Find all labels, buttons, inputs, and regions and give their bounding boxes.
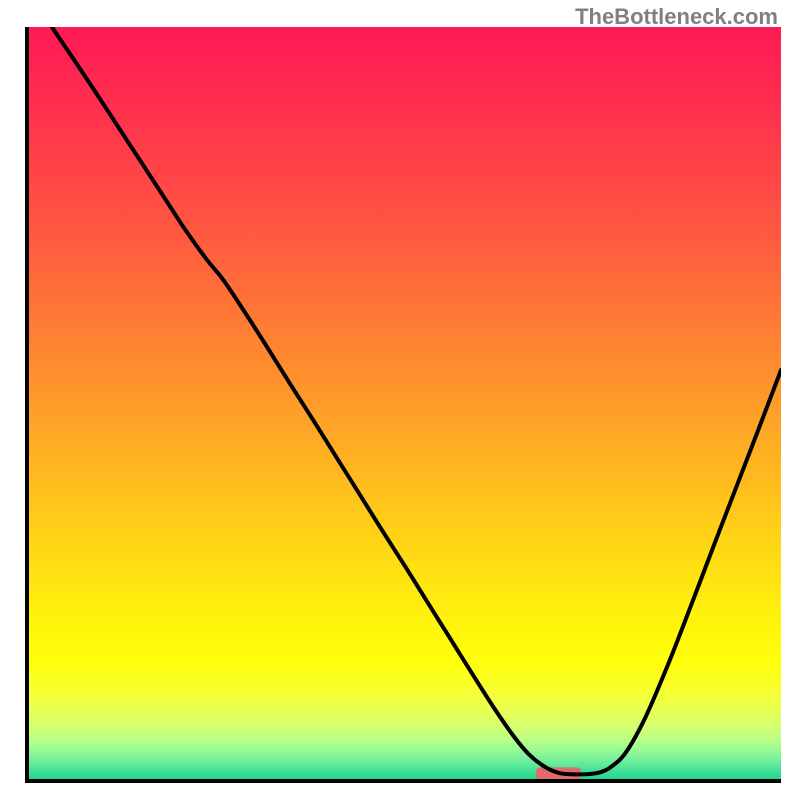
chart-frame: TheBottleneck.com [0,0,800,800]
plot-svg [27,27,781,781]
x-axis-line [25,779,781,783]
plot-area [27,27,781,781]
y-axis-line [25,27,29,783]
attribution-watermark: TheBottleneck.com [575,4,778,30]
